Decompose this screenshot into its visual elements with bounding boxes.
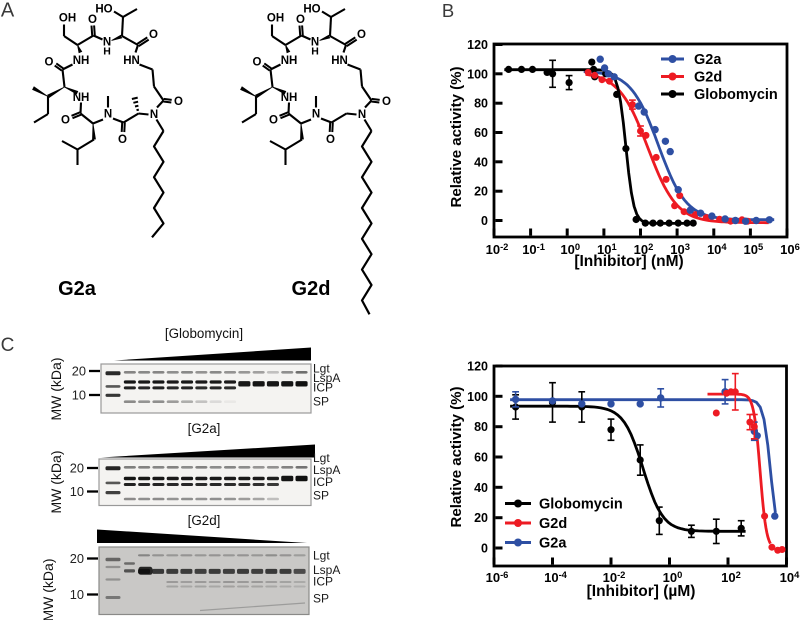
svg-text:O: O [88,14,97,26]
svg-text:LspA: LspA [313,463,340,477]
svg-text:O: O [174,96,183,108]
svg-text:A: A [1,0,15,22]
svg-text:N: N [103,37,111,49]
svg-text:0: 0 [481,214,488,228]
svg-text:O: O [357,29,366,41]
svg-text:N: N [311,37,319,49]
svg-text:80: 80 [474,97,488,111]
svg-text:Globomycin: Globomycin [539,497,623,513]
svg-text:ICP: ICP [313,575,333,589]
svg-text:G2d: G2d [694,70,722,86]
svg-text:Relative activity (%): Relative activity (%) [448,67,465,208]
svg-text:[G2d]: [G2d] [188,513,221,528]
svg-text:80: 80 [474,420,488,434]
svg-text:O: O [149,29,158,41]
svg-text:0: 0 [481,542,488,556]
svg-text:NH: NH [281,55,298,67]
svg-text:60: 60 [474,451,488,465]
svg-text:[Globomycin]: [Globomycin] [165,326,243,341]
svg-text:10: 10 [72,388,86,403]
svg-text:SP: SP [313,592,329,606]
svg-text:ICP: ICP [313,475,333,489]
svg-text:O: O [269,115,278,127]
svg-text:Lgt: Lgt [313,451,330,465]
svg-text:100: 100 [467,67,488,81]
svg-text:H: H [103,46,111,58]
svg-text:O: O [253,57,262,69]
svg-text:O: O [382,96,391,108]
svg-text:G2a: G2a [58,278,97,300]
svg-text:C: C [1,335,15,356]
svg-text:20: 20 [474,511,488,525]
svg-text:O: O [118,134,127,146]
svg-text:[Inhibitor] (µM): [Inhibitor] (µM) [587,583,696,600]
svg-text:HN: HN [331,55,348,67]
svg-text:O: O [61,115,70,127]
svg-text:G2d: G2d [539,516,567,532]
svg-text:LspA: LspA [313,563,340,577]
svg-text:OH: OH [59,13,76,25]
svg-text:40: 40 [474,155,488,169]
svg-text:[Inhibitor] (nM): [Inhibitor] (nM) [574,253,683,270]
svg-text:SP: SP [313,489,329,503]
svg-text:NH: NH [73,55,90,67]
svg-text:O: O [45,57,54,69]
svg-text:20: 20 [474,185,488,199]
svg-text:20: 20 [70,551,84,566]
svg-text:NH: NH [281,92,298,104]
svg-text:HN: HN [123,55,140,67]
svg-text:120: 120 [467,360,488,374]
svg-text:SP: SP [313,395,329,409]
svg-text:60: 60 [474,126,488,140]
svg-text:MW (kDa): MW (kDa) [40,559,56,620]
svg-text:N: N [150,109,158,121]
svg-text:Globomycin: Globomycin [694,87,778,103]
svg-text:120: 120 [467,38,488,52]
svg-text:N: N [104,109,112,121]
svg-text:Lgt: Lgt [313,362,330,376]
svg-text:O: O [296,14,305,26]
svg-text:N: N [312,109,320,121]
svg-text:N: N [358,109,366,121]
svg-text:OH: OH [267,13,284,25]
svg-text:20: 20 [70,461,84,476]
svg-text:HO: HO [95,4,112,16]
svg-text:G2a: G2a [694,52,722,68]
svg-text:ICP: ICP [313,381,333,395]
svg-text:G2d: G2d [292,278,331,300]
svg-text:H: H [311,46,319,58]
svg-text:MW (kDa): MW (kDa) [48,358,64,421]
svg-text:HO: HO [303,4,320,16]
svg-text:20: 20 [72,364,86,379]
svg-text:Lgt: Lgt [313,549,330,563]
svg-text:O: O [326,134,335,146]
svg-text:[G2a]: [G2a] [188,421,221,436]
svg-text:NH: NH [73,92,90,104]
svg-text:100: 100 [467,390,488,404]
svg-text:10: 10 [70,484,84,499]
svg-text:LspA: LspA [313,371,340,385]
svg-text:G2a: G2a [539,536,567,552]
svg-text:10: 10 [70,587,84,602]
svg-text:B: B [442,0,454,21]
svg-text:Relative activity (%): Relative activity (%) [448,387,465,528]
svg-text:MW (kDa): MW (kDa) [48,451,64,514]
svg-text:40: 40 [474,481,488,495]
